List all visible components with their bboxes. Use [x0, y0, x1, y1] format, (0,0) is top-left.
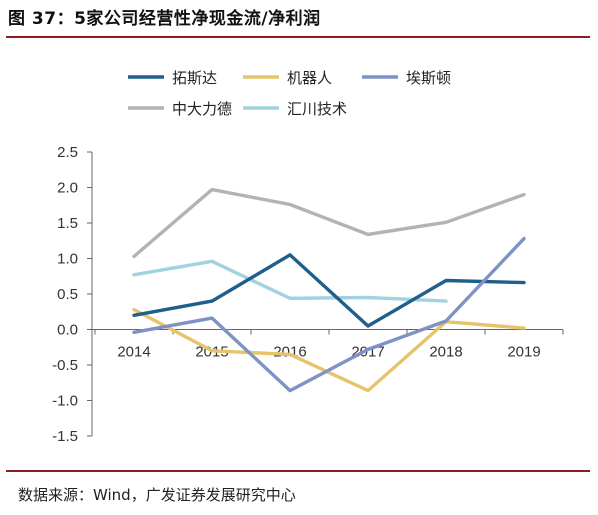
legend-label: 埃斯顿: [406, 69, 451, 87]
y-tick-label: 0.0: [57, 322, 78, 339]
y-tick-label: 1.5: [57, 215, 78, 232]
legend-label: 拓斯达: [172, 69, 217, 87]
legend-label: 汇川技术: [287, 100, 347, 118]
legend-label: 中大力德: [172, 100, 232, 118]
x-tick-label: 2018: [429, 344, 462, 361]
y-tick-label: -0.5: [52, 357, 78, 374]
series-line-4: [132, 187, 526, 259]
x-tick-label: 2019: [507, 344, 540, 361]
y-tick-label: 1.0: [57, 251, 78, 268]
series-line-5: [132, 259, 448, 303]
figure-title: 图 37：5家公司经营性净现金流/净利润: [8, 9, 321, 29]
x-tick-label: 2014: [117, 344, 150, 361]
source-note: 数据来源：Wind，广发证券发展研究中心: [18, 486, 296, 504]
y-tick-label: -1.5: [52, 428, 78, 445]
series-line-2: [132, 307, 526, 393]
y-tick-label: 2.5: [57, 144, 78, 161]
x-tick-label: 2016: [273, 344, 306, 361]
series-line-3: [132, 236, 526, 393]
title-rule: [6, 36, 590, 38]
source-rule: [6, 470, 590, 472]
y-tick-label: -1.0: [52, 393, 78, 410]
y-tick-label: 0.5: [57, 286, 78, 303]
legend-label: 机器人: [287, 69, 332, 87]
y-tick-label: 2.0: [57, 180, 78, 197]
series-line-1: [132, 253, 526, 328]
